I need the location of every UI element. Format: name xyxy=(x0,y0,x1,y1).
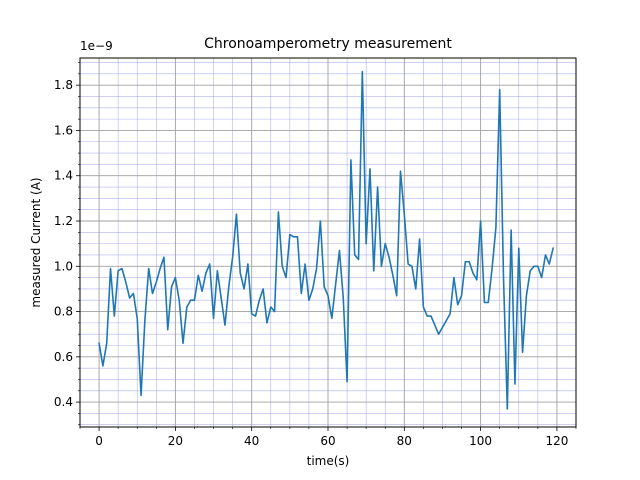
y-tick-label: 1.6 xyxy=(54,123,73,137)
y-axis-offset-label: 1e−9 xyxy=(80,39,113,53)
y-tick-label: 0.4 xyxy=(54,395,73,409)
x-tick-label: 120 xyxy=(545,434,568,448)
y-axis-label: measured Current (A) xyxy=(29,177,43,307)
y-tick-label: 0.6 xyxy=(54,350,73,364)
y-tick-label: 1.2 xyxy=(54,214,73,228)
y-tick-label: 1.4 xyxy=(54,169,73,183)
x-tick-label: 60 xyxy=(320,434,335,448)
x-tick-label: 20 xyxy=(168,434,183,448)
x-axis-label: time(s) xyxy=(307,454,350,468)
x-tick-label: 100 xyxy=(469,434,492,448)
y-axis-ticks: 0.4 0.6 0.8 1.0 1.2 1.4 1.6 1.8 xyxy=(54,62,80,426)
y-tick-label: 1.8 xyxy=(54,78,73,92)
y-tick-label: 0.8 xyxy=(54,305,73,319)
series-line xyxy=(98,70,555,410)
x-tick-label: 80 xyxy=(397,434,412,448)
y-tick-label: 1.0 xyxy=(54,259,73,273)
series-layer xyxy=(98,70,555,410)
major-grid xyxy=(80,58,576,427)
x-tick-label: 0 xyxy=(95,434,103,448)
chart-title: Chronoamperometry measurement xyxy=(204,36,452,52)
x-tick-label: 40 xyxy=(244,434,259,448)
x-axis-ticks: 0 20 40 60 80 100 120 xyxy=(79,427,577,448)
